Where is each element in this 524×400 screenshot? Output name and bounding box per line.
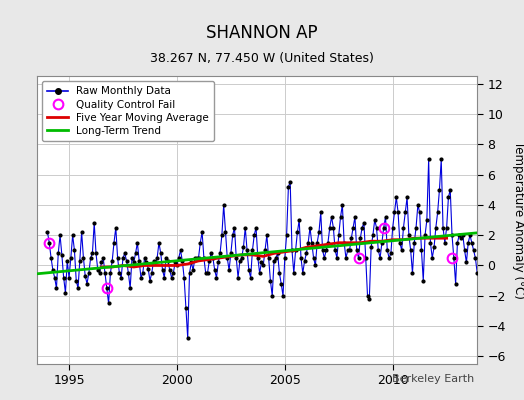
Legend: Raw Monthly Data, Quality Control Fail, Five Year Moving Average, Long-Term Tren: Raw Monthly Data, Quality Control Fail, … bbox=[42, 81, 214, 141]
Y-axis label: Temperature Anomaly (°C): Temperature Anomaly (°C) bbox=[512, 141, 524, 299]
Text: 38.267 N, 77.450 W (United States): 38.267 N, 77.450 W (United States) bbox=[150, 52, 374, 65]
Text: SHANNON AP: SHANNON AP bbox=[206, 24, 318, 42]
Text: Berkeley Earth: Berkeley Earth bbox=[392, 374, 474, 384]
